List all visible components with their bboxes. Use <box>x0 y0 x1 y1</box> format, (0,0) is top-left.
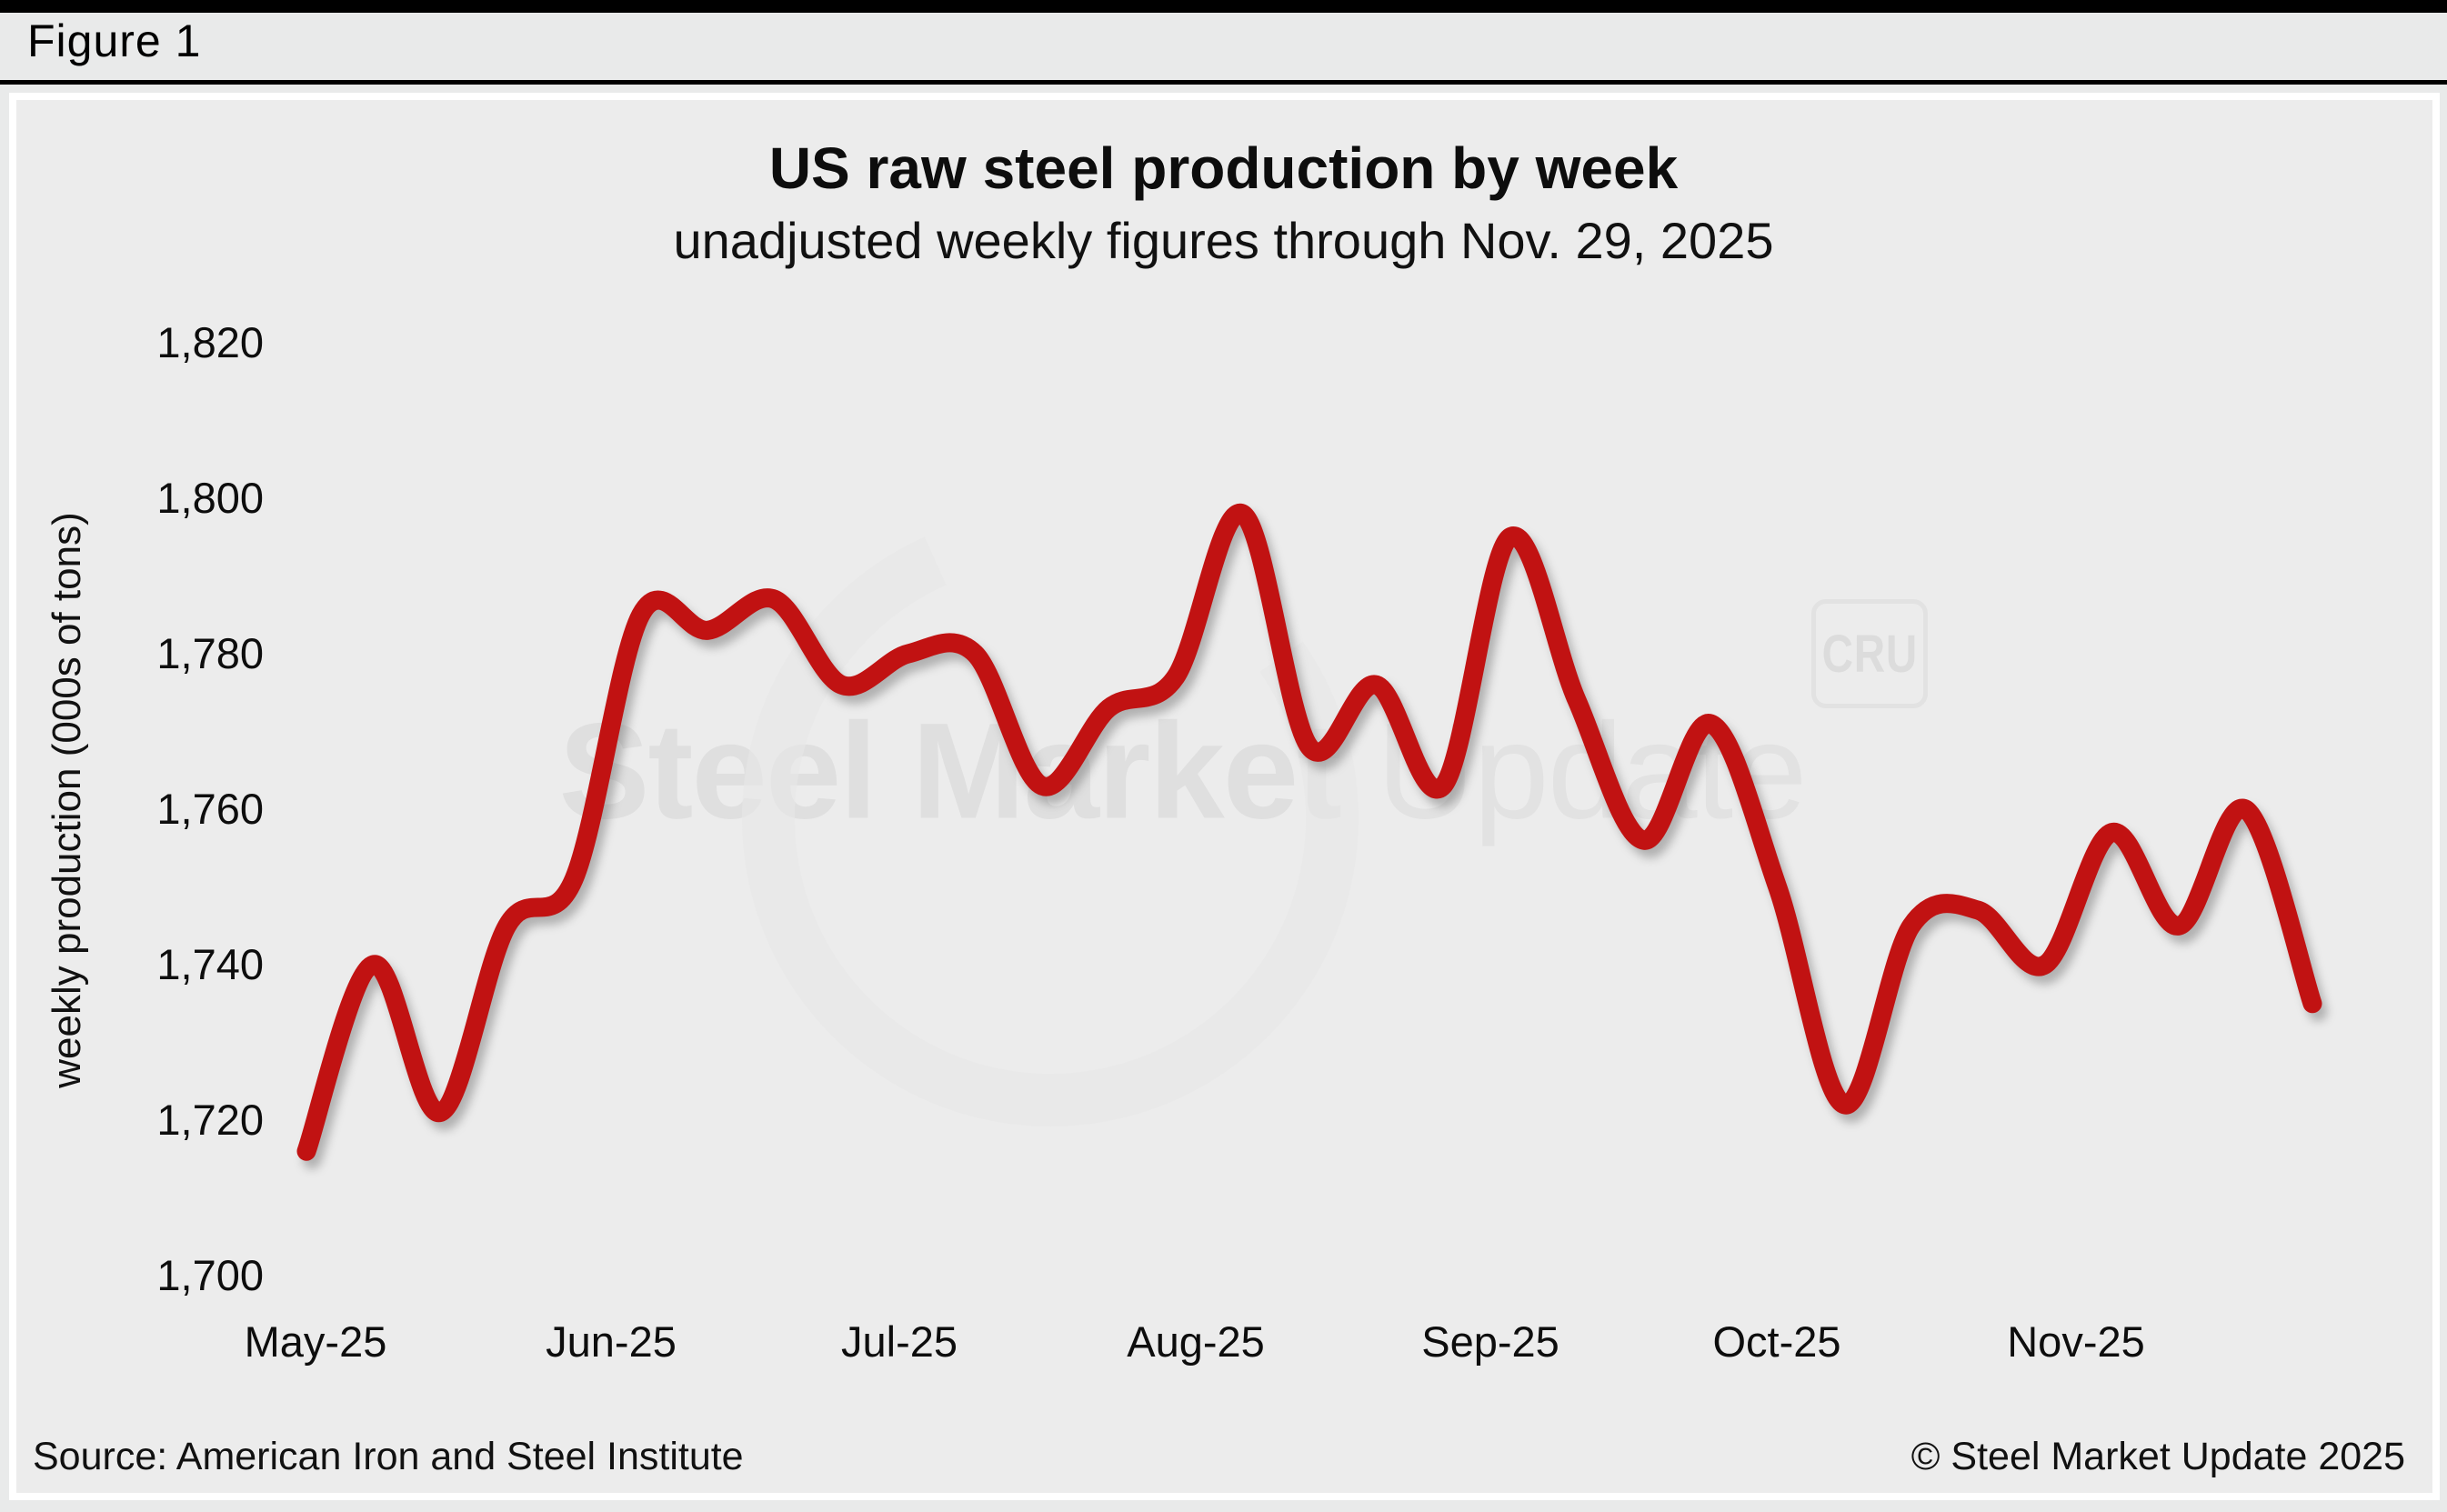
y-tick-label: 1,800 <box>156 474 264 522</box>
y-tick-label: 1,700 <box>156 1251 264 1299</box>
cru-logo-badge: CRU <box>1811 599 1928 708</box>
footer-copyright: © Steel Market Update 2025 <box>1910 1435 2405 1478</box>
figure-label: Figure 1 <box>27 15 202 66</box>
production-line-chart <box>296 504 2322 1161</box>
x-tick-label: Oct-25 <box>1712 1317 1841 1366</box>
smu-logo-swoosh-icon <box>742 510 1359 1126</box>
chart-card-frame <box>9 93 2440 1500</box>
watermark-bold: Steel Market <box>558 694 1342 847</box>
y-tick-label: 1,820 <box>156 318 264 366</box>
footer-source: Source: American Iron and Steel Institut… <box>33 1435 744 1478</box>
y-tick-label: 1,720 <box>156 1096 264 1144</box>
chart-title: US raw steel production by week <box>768 135 1679 201</box>
y-tick-label: 1,760 <box>156 785 264 833</box>
x-tick-label: May-25 <box>244 1317 387 1366</box>
top-bar <box>0 0 2447 13</box>
x-tick-label: Jul-25 <box>840 1317 958 1366</box>
cru-logo-text: CRU <box>1821 624 1918 684</box>
x-tick-label: Aug-25 <box>1127 1317 1265 1366</box>
chart-subtitle: unadjusted weekly figures through Nov. 2… <box>673 212 1774 269</box>
y-tick-label: 1,740 <box>156 940 264 988</box>
y-tick-label: 1,780 <box>156 629 264 677</box>
x-tick-label: Nov-25 <box>2007 1317 2145 1366</box>
x-tick-label: Sep-25 <box>1421 1317 1559 1366</box>
production-line <box>296 504 2322 1161</box>
header-rule <box>0 80 2447 85</box>
x-tick-label: Jun-25 <box>546 1317 677 1366</box>
